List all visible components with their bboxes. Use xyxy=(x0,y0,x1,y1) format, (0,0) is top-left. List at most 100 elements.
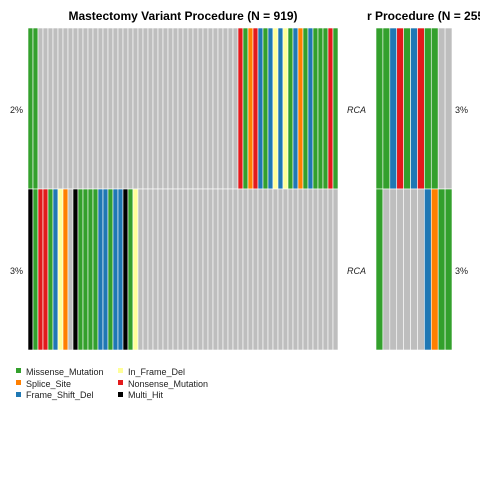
heatmap-cell xyxy=(202,188,209,351)
heatmap-cell xyxy=(297,188,304,351)
heatmap-cell xyxy=(217,27,224,190)
heatmap-cell xyxy=(375,188,384,351)
heatmap-cell xyxy=(137,188,144,351)
legend-swatch xyxy=(118,368,123,373)
heatmap-cell xyxy=(227,188,234,351)
heatmap-cell xyxy=(97,27,104,190)
heatmap-cell xyxy=(37,27,44,190)
row-pct-label: 3% xyxy=(455,266,468,276)
heatmap-cell xyxy=(417,188,425,351)
heatmap-cell xyxy=(437,188,446,351)
heatmap-cell xyxy=(327,188,334,351)
right-panel-title: r Procedure (N = 255 xyxy=(367,9,480,23)
row-pct-label: 3% xyxy=(10,266,23,276)
heatmap-cell xyxy=(237,188,244,351)
heatmap-cell xyxy=(396,188,404,351)
heatmap-cell xyxy=(107,27,114,190)
legend-swatch xyxy=(16,368,21,373)
legend-item: Frame_Shift_Del xyxy=(16,390,94,400)
heatmap-cell xyxy=(222,27,229,190)
heatmap-cell xyxy=(403,27,411,190)
legend-item: In_Frame_Del xyxy=(118,367,185,377)
heatmap-cell xyxy=(112,188,119,351)
heatmap-cell xyxy=(417,27,425,190)
left-panel-title: Mastectomy Variant Procedure (N = 919) xyxy=(68,9,297,23)
heatmap-cell xyxy=(162,27,169,190)
heatmap-cell xyxy=(37,188,44,351)
heatmap-cell xyxy=(444,27,453,190)
legend-label: Missense_Mutation xyxy=(26,367,104,377)
heatmap-cell xyxy=(197,27,204,190)
heatmap-cell xyxy=(332,188,339,351)
heatmap-cell xyxy=(92,188,99,351)
heatmap-cell xyxy=(317,188,324,351)
heatmap-cell xyxy=(444,188,453,351)
legend-swatch xyxy=(16,380,21,385)
heatmap-cell xyxy=(282,188,289,351)
heatmap-cell xyxy=(92,27,99,190)
legend-item: Missense_Mutation xyxy=(16,367,104,377)
heatmap-cell xyxy=(272,27,279,190)
heatmap-cell xyxy=(122,188,129,351)
heatmap-cell xyxy=(277,27,284,190)
heatmap-cell xyxy=(77,27,84,190)
gene-label: RCA xyxy=(347,266,366,276)
heatmap-cell xyxy=(72,27,79,190)
legend-swatch xyxy=(118,392,123,397)
heatmap-cell xyxy=(147,188,154,351)
heatmap-cell xyxy=(57,27,64,190)
heatmap-cell xyxy=(177,27,184,190)
heatmap-cell xyxy=(252,188,259,351)
heatmap-cell xyxy=(167,188,174,351)
heatmap-cell xyxy=(217,188,224,351)
heatmap-cell xyxy=(277,188,284,351)
heatmap-cell xyxy=(157,27,164,190)
row-pct-label: 3% xyxy=(455,105,468,115)
heatmap-cell xyxy=(187,188,194,351)
heatmap-cell xyxy=(222,188,229,351)
legend-swatch xyxy=(16,392,21,397)
heatmap-cell xyxy=(297,27,304,190)
heatmap-cell xyxy=(142,188,149,351)
heatmap-cell xyxy=(197,188,204,351)
heatmap-cell xyxy=(152,27,159,190)
heatmap-cell xyxy=(292,27,299,190)
heatmap-cell xyxy=(332,27,339,190)
gene-label: RCA xyxy=(347,105,366,115)
heatmap-cell xyxy=(247,188,254,351)
heatmap-cell xyxy=(132,27,139,190)
heatmap-cell xyxy=(207,27,214,190)
heatmap-cell xyxy=(182,188,189,351)
heatmap-cell xyxy=(237,27,244,190)
heatmap-cell xyxy=(152,188,159,351)
heatmap-cell xyxy=(396,27,404,190)
heatmap-cell xyxy=(327,27,334,190)
heatmap-cell xyxy=(375,27,384,190)
heatmap-cell xyxy=(202,27,209,190)
heatmap-cell xyxy=(424,27,432,190)
legend-label: In_Frame_Del xyxy=(128,367,185,377)
heatmap-cell xyxy=(262,27,269,190)
heatmap-cell xyxy=(207,188,214,351)
heatmap-cell xyxy=(67,188,74,351)
heatmap-cell xyxy=(267,188,274,351)
heatmap-cell xyxy=(424,188,432,351)
heatmap-cell xyxy=(117,188,124,351)
legend-label: Frame_Shift_Del xyxy=(26,390,94,400)
heatmap-cell xyxy=(410,188,418,351)
heatmap-cell xyxy=(307,27,314,190)
heatmap-cell xyxy=(67,27,74,190)
heatmap-cell xyxy=(157,188,164,351)
heatmap-cell xyxy=(117,27,124,190)
heatmap-cell xyxy=(107,188,114,351)
heatmap-cell xyxy=(212,188,219,351)
heatmap-cell xyxy=(262,188,269,351)
heatmap-cell xyxy=(322,188,329,351)
heatmap-cell xyxy=(307,188,314,351)
heatmap-cell xyxy=(132,188,139,351)
legend-label: Splice_Site xyxy=(26,379,71,389)
heatmap-cell xyxy=(172,188,179,351)
heatmap-cell xyxy=(42,27,49,190)
heatmap-cell xyxy=(252,27,259,190)
legend-item: Splice_Site xyxy=(16,379,71,389)
